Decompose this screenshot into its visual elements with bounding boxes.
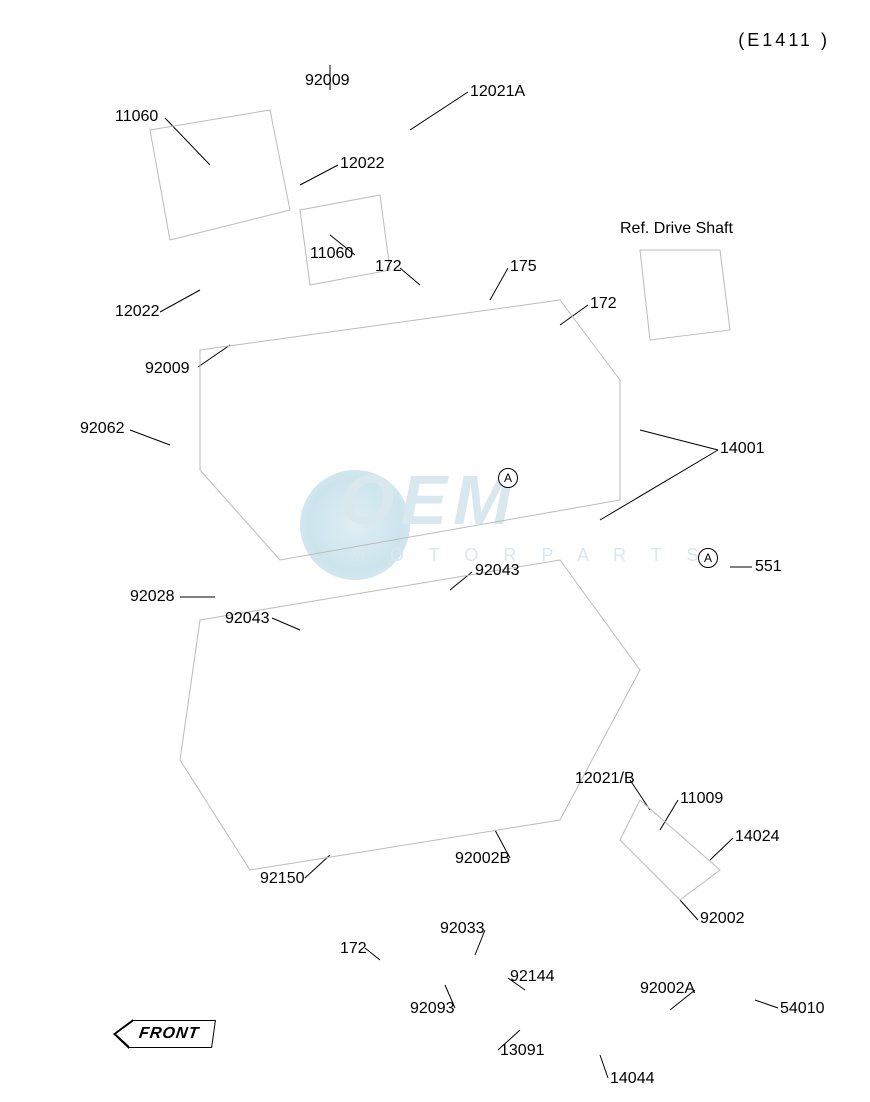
- label-11060-b: 11060: [310, 245, 353, 263]
- diagram-leader-lines: [0, 0, 870, 1102]
- label-12022-a: 12022: [340, 155, 385, 173]
- label-92009-b: 92009: [145, 360, 190, 378]
- label-92002: 92002: [700, 910, 745, 928]
- label-92009-a: 92009: [305, 72, 350, 90]
- label-92002B: 92002B: [455, 850, 510, 868]
- label-13091: 13091: [500, 1042, 545, 1060]
- label-92028: 92028: [130, 588, 175, 606]
- label-12021A: 12021A: [470, 83, 525, 101]
- watermark-sub: M O T O R P A R T S: [350, 545, 708, 566]
- callout-a-2: A: [698, 548, 718, 568]
- label-172-b: 172: [590, 295, 617, 313]
- label-12022-b: 12022: [115, 303, 160, 321]
- label-11060-a: 11060: [115, 108, 158, 126]
- label-11009: 11009: [680, 790, 723, 808]
- label-92043-a: 92043: [475, 562, 520, 580]
- label-92150: 92150: [260, 870, 305, 888]
- label-54010: 54010: [780, 1000, 825, 1018]
- label-12021B: 12021/B: [575, 770, 635, 788]
- callout-a-1: A: [498, 468, 518, 488]
- label-14044: 14044: [610, 1070, 655, 1088]
- label-551: 551: [755, 558, 782, 576]
- label-14024: 14024: [735, 828, 780, 846]
- label-92043-b: 92043: [225, 610, 270, 628]
- header-code: (E1411 ): [738, 30, 830, 51]
- label-92062: 92062: [80, 420, 125, 438]
- label-92033: 92033: [440, 920, 485, 938]
- watermark-main: OEM: [340, 460, 517, 540]
- label-92093: 92093: [410, 1000, 455, 1018]
- label-172-c: 172: [340, 940, 367, 958]
- label-172-a: 172: [375, 258, 402, 276]
- label-14001: 14001: [720, 440, 765, 458]
- label-175: 175: [510, 258, 537, 276]
- front-direction-text: FRONT: [138, 1025, 200, 1042]
- label-92002A: 92002A: [640, 980, 695, 998]
- ref-drive-shaft-label: Ref. Drive Shaft: [620, 220, 733, 238]
- watermark-globe: [300, 470, 410, 580]
- label-92144: 92144: [510, 968, 555, 986]
- front-direction-badge: FRONT: [128, 1020, 216, 1048]
